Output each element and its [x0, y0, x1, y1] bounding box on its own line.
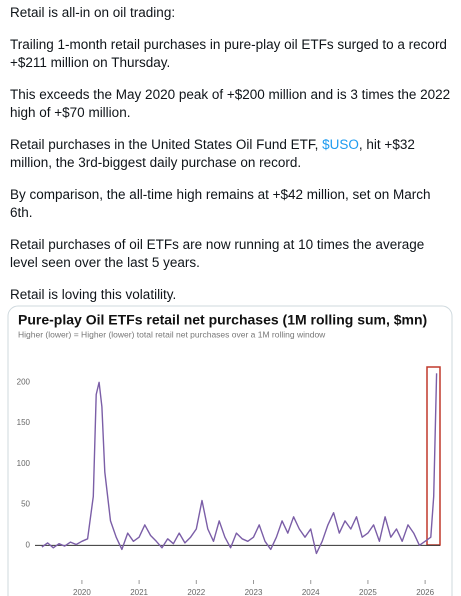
text-span: Retail purchases in the United States Oi…	[10, 137, 323, 152]
text-span: Trailing 1-month retail purchases in pur…	[10, 37, 447, 70]
paragraph: Retail purchases in the United States Oi…	[10, 136, 455, 172]
cashtag-link[interactable]: $USO	[322, 137, 359, 152]
x-tick-label: 2020	[73, 588, 91, 596]
x-tick-label: 2021	[130, 588, 148, 596]
paragraph: Retail is all-in on oil trading:	[10, 4, 455, 22]
text-span: , hit +$32 million, the 3rd-biggest dail…	[10, 137, 415, 170]
paragraph: This exceeds the May 2020 peak of +$200 …	[10, 86, 455, 122]
chart-subtitle: Higher (lower) = Higher (lower) total re…	[18, 329, 326, 339]
y-tick-label: 200	[17, 377, 31, 386]
text-span: Retail is loving this volatility.	[10, 287, 177, 302]
y-tick-label: 50	[21, 500, 30, 509]
x-tick-label: 2023	[245, 588, 263, 596]
x-tick-label: 2025	[359, 588, 377, 596]
text-span: This exceeds the May 2020 peak of +$200 …	[10, 87, 451, 120]
paragraph: Retail is loving this volatility.	[10, 286, 455, 304]
y-tick-label: 0	[26, 540, 31, 549]
text-span: Retail is all-in on oil trading:	[10, 5, 176, 20]
paragraph: Trailing 1-month retail purchases in pur…	[10, 36, 455, 72]
x-tick-label: 2024	[302, 588, 320, 596]
paragraph: By comparison, the all-time high remains…	[10, 186, 455, 222]
x-tick-label: 2026	[416, 588, 434, 596]
post-text: Retail is all-in on oil trading: Trailing…	[10, 4, 455, 318]
y-tick-label: 150	[17, 418, 31, 427]
data-line	[41, 373, 438, 555]
chart-title: Pure-play Oil ETFs retail net purchases …	[18, 312, 427, 328]
text-span: By comparison, the all-time high remains…	[10, 187, 431, 220]
text-span: Retail purchases of oil ETFs are now run…	[10, 237, 425, 270]
paragraph: Retail purchases of oil ETFs are now run…	[10, 236, 455, 272]
x-tick-label: 2022	[187, 588, 205, 596]
card-border	[7, 305, 453, 596]
y-tick-label: 100	[17, 459, 31, 468]
